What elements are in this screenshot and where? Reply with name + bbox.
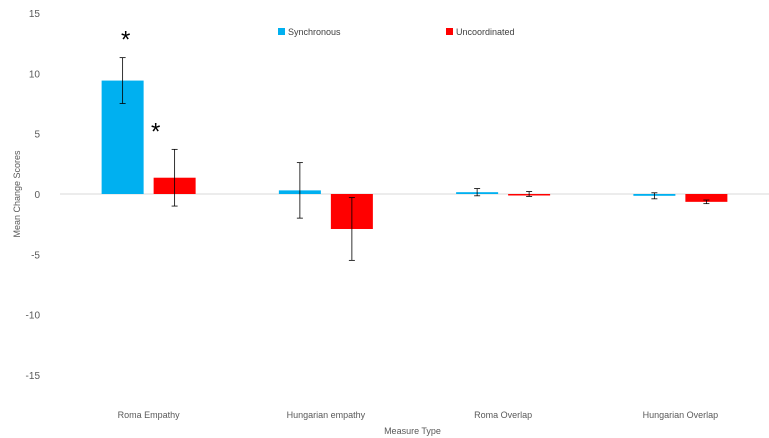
significance-star: * — [121, 27, 130, 54]
y-tick-label: 10 — [29, 69, 41, 80]
x-axis-categories: Roma Empathy Hungarian empathy Roma Overla… — [118, 410, 719, 420]
x-tick-label: Roma Empathy — [118, 410, 181, 420]
legend-label: Synchronous — [288, 27, 341, 37]
x-axis-label: Measure Type — [384, 426, 441, 436]
y-tick-label: -5 — [31, 250, 40, 261]
y-tick-label: 5 — [34, 130, 40, 141]
x-tick-label: Hungarian Overlap — [643, 410, 719, 420]
y-axis-ticks: 15 10 5 0 -5 -10 -15 — [26, 9, 41, 382]
legend: Synchronous Uncoordinated — [278, 27, 515, 37]
bar-uncoordinated — [685, 194, 728, 202]
legend-swatch — [446, 28, 453, 35]
y-axis-label: Mean Change Scores — [12, 150, 22, 238]
y-tick-label: 15 — [29, 9, 41, 20]
x-tick-label: Roma Overlap — [474, 410, 532, 420]
y-tick-label: -10 — [26, 311, 41, 322]
y-tick-label: 0 — [34, 190, 40, 201]
significance-star: * — [151, 118, 160, 145]
significance-markers: ** — [121, 27, 160, 146]
legend-swatch — [278, 28, 285, 35]
legend-label: Uncoordinated — [456, 27, 515, 37]
y-tick-label: -15 — [26, 371, 41, 382]
x-tick-label: Hungarian empathy — [287, 410, 366, 420]
error-bars — [119, 57, 710, 261]
bars — [101, 80, 728, 229]
